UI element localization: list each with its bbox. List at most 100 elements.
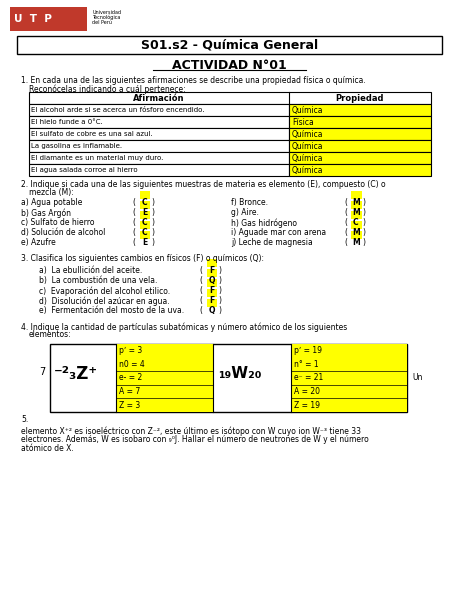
Text: A = 20: A = 20	[294, 387, 320, 396]
Text: Afirmación: Afirmación	[133, 94, 185, 102]
FancyBboxPatch shape	[291, 385, 407, 398]
Text: a) Agua potable: a) Agua potable	[21, 198, 82, 207]
FancyBboxPatch shape	[50, 344, 407, 412]
Text: ): )	[363, 208, 366, 217]
Text: b) Gas Argón: b) Gas Argón	[21, 208, 71, 218]
Text: (: (	[133, 198, 136, 207]
FancyBboxPatch shape	[351, 191, 362, 199]
FancyBboxPatch shape	[291, 344, 407, 357]
Text: Física: Física	[292, 118, 314, 126]
Text: Química: Química	[292, 166, 323, 175]
Text: (: (	[133, 208, 136, 217]
FancyBboxPatch shape	[117, 398, 213, 412]
FancyBboxPatch shape	[18, 36, 442, 54]
FancyBboxPatch shape	[289, 116, 430, 128]
FancyBboxPatch shape	[289, 140, 430, 152]
Text: c) Sulfato de hierro: c) Sulfato de hierro	[21, 218, 95, 227]
FancyBboxPatch shape	[351, 231, 362, 239]
Text: electrones. Además, W es isobaro con ₉⁰J. Hallar el número de neutrones de W y e: electrones. Además, W es isobaro con ₉⁰J…	[21, 435, 369, 444]
Text: Propiedad: Propiedad	[336, 94, 384, 102]
FancyBboxPatch shape	[207, 289, 217, 297]
Text: h) Gas hidrógeno: h) Gas hidrógeno	[231, 218, 297, 227]
Text: Q: Q	[208, 306, 215, 315]
Text: n0 = 4: n0 = 4	[119, 360, 145, 369]
Text: ⁻²₃Z⁺: ⁻²₃Z⁺	[55, 365, 99, 383]
Text: 2. Indique si cada una de las siguientes muestras de materia es elemento (E), co: 2. Indique si cada una de las siguientes…	[21, 180, 386, 189]
FancyBboxPatch shape	[291, 371, 407, 385]
Text: ): )	[151, 208, 154, 217]
Text: El alcohol arde si se acerca un fósforo encendido.: El alcohol arde si se acerca un fósforo …	[31, 107, 205, 113]
Text: Química: Química	[292, 153, 323, 162]
Text: pʼ = 19: pʼ = 19	[294, 346, 322, 356]
Text: El agua salada corroe al hierro: El agua salada corroe al hierro	[31, 167, 137, 173]
FancyBboxPatch shape	[289, 164, 430, 176]
Text: F: F	[209, 266, 214, 275]
Text: Tecnológica: Tecnológica	[92, 14, 120, 20]
Text: c)  Evaporación del alcohol etilico.: c) Evaporación del alcohol etilico.	[39, 286, 170, 295]
FancyBboxPatch shape	[29, 140, 289, 152]
Text: S01.s2 - Química General: S01.s2 - Química General	[141, 39, 319, 51]
FancyBboxPatch shape	[140, 221, 150, 229]
FancyBboxPatch shape	[117, 344, 213, 357]
Text: ): )	[151, 228, 154, 237]
Text: Z = 19: Z = 19	[294, 401, 320, 409]
Text: ₁₉W₂₀: ₁₉W₂₀	[218, 367, 262, 381]
Text: (: (	[344, 238, 347, 247]
Text: ): )	[151, 218, 154, 227]
FancyBboxPatch shape	[117, 385, 213, 398]
Text: (: (	[200, 276, 203, 285]
Text: F: F	[209, 296, 214, 305]
Text: M: M	[352, 228, 360, 237]
Text: (: (	[344, 218, 347, 227]
Text: Química: Química	[292, 105, 323, 115]
Text: 3. Clasifica los siguientes cambios en físicos (F) o químicos (Q):: 3. Clasifica los siguientes cambios en f…	[21, 254, 264, 263]
FancyBboxPatch shape	[29, 128, 289, 140]
Text: ): )	[363, 228, 366, 237]
Text: 1. En cada una de las siguientes afirmaciones se describe una propiedad física o: 1. En cada una de las siguientes afirmac…	[21, 76, 366, 85]
FancyBboxPatch shape	[140, 201, 150, 209]
Text: El sulfato de cobre es una sal azul.: El sulfato de cobre es una sal azul.	[31, 131, 153, 137]
FancyBboxPatch shape	[140, 231, 150, 239]
Text: (: (	[344, 198, 347, 207]
Text: 7: 7	[39, 367, 45, 377]
Text: ): )	[218, 266, 221, 275]
Text: (: (	[200, 286, 203, 295]
Text: La gasolina es inflamable.: La gasolina es inflamable.	[31, 143, 122, 149]
Text: M: M	[352, 208, 360, 217]
Text: 4. Indique la cantidad de partículas subatómicas y número atómico de los siguien: 4. Indique la cantidad de partículas sub…	[21, 322, 347, 332]
Text: E: E	[142, 208, 147, 217]
Text: atómico de X.: atómico de X.	[21, 444, 74, 453]
Text: Química: Química	[292, 129, 323, 139]
Text: e) Azufre: e) Azufre	[21, 238, 56, 247]
FancyBboxPatch shape	[29, 164, 289, 176]
Text: del Perú: del Perú	[92, 20, 112, 25]
Text: d) Solución de alcohol: d) Solución de alcohol	[21, 228, 106, 237]
Text: E: E	[142, 238, 147, 247]
FancyBboxPatch shape	[207, 259, 217, 267]
FancyBboxPatch shape	[351, 201, 362, 209]
Text: ACTIVIDAD N°01: ACTIVIDAD N°01	[173, 58, 287, 72]
Text: ): )	[151, 238, 154, 247]
Text: Universidad: Universidad	[92, 9, 121, 15]
Text: elemento X⁺² es isoeléctrico con Z⁻², este último es isótopo con W cuyo ion W⁻³ : elemento X⁺² es isoeléctrico con Z⁻², es…	[21, 426, 361, 435]
FancyBboxPatch shape	[207, 269, 217, 277]
FancyBboxPatch shape	[291, 398, 407, 412]
FancyBboxPatch shape	[289, 152, 430, 164]
Text: Z = 3: Z = 3	[119, 401, 140, 409]
Text: ): )	[218, 276, 221, 285]
FancyBboxPatch shape	[140, 191, 150, 199]
Text: El hielo funde a 0°C.: El hielo funde a 0°C.	[31, 119, 103, 125]
Text: i) Aguade mar con arena: i) Aguade mar con arena	[231, 228, 326, 237]
FancyBboxPatch shape	[29, 92, 430, 104]
Text: ): )	[363, 198, 366, 207]
Text: n° = 1: n° = 1	[294, 360, 319, 369]
Text: F: F	[209, 286, 214, 295]
Text: f) Bronce.: f) Bronce.	[231, 198, 268, 207]
FancyBboxPatch shape	[117, 371, 213, 385]
Text: (: (	[200, 296, 203, 305]
Text: C: C	[142, 218, 147, 227]
Text: e)  Fermentación del mosto de la uva.: e) Fermentación del mosto de la uva.	[39, 306, 184, 315]
Text: (: (	[200, 306, 203, 315]
FancyBboxPatch shape	[140, 211, 150, 219]
FancyBboxPatch shape	[291, 357, 407, 371]
